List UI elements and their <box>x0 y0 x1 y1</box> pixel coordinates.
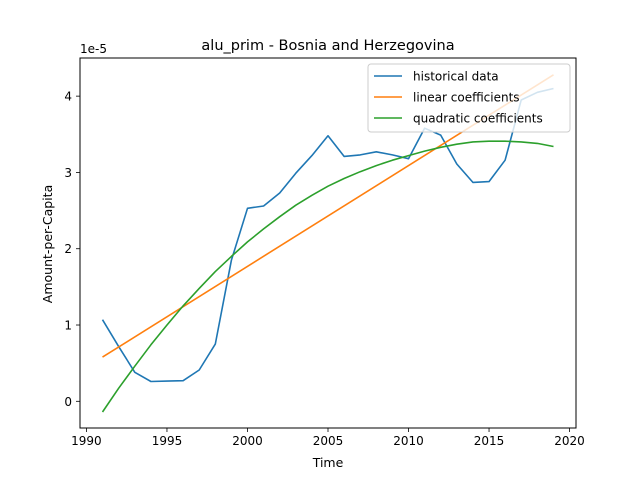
series-line-2 <box>101 140 554 413</box>
x-tick-label: 2020 <box>554 434 585 448</box>
legend-box <box>367 63 571 133</box>
y-axis-offset-label: 1e-5 <box>80 42 107 56</box>
legend: historical data linear coefficients quadra… <box>367 63 571 133</box>
legend-label: historical data <box>413 70 499 84</box>
legend-label: quadratic coefficients <box>413 112 543 126</box>
y-tick-label: 1 <box>64 319 72 333</box>
x-tick-label: 2010 <box>393 434 424 448</box>
y-tick-label: 4 <box>64 90 72 104</box>
chart-title: alu_prim - Bosnia and Herzegovina <box>201 38 454 54</box>
y-tick-label: 2 <box>64 242 72 256</box>
x-tick-label: 1990 <box>71 434 102 448</box>
x-tick-label: 2005 <box>313 434 344 448</box>
x-tick-label: 2000 <box>232 434 263 448</box>
x-tick-label: 1995 <box>152 434 183 448</box>
x-axis-label: Time <box>312 455 344 470</box>
x-axis-ticks: 1990 1995 2000 2005 2010 2015 2020 <box>71 428 585 448</box>
plot-frame <box>79 57 577 429</box>
x-tick-label: 2015 <box>474 434 505 448</box>
y-tick-label: 3 <box>64 166 72 180</box>
y-tick-label: 0 <box>64 395 72 409</box>
legend-label: linear coefficients <box>413 91 520 105</box>
y-axis-ticks: 0 1 2 3 4 <box>64 90 80 409</box>
series-line-0 <box>101 87 554 383</box>
y-axis-label: Amount-per-Capita <box>40 185 55 303</box>
